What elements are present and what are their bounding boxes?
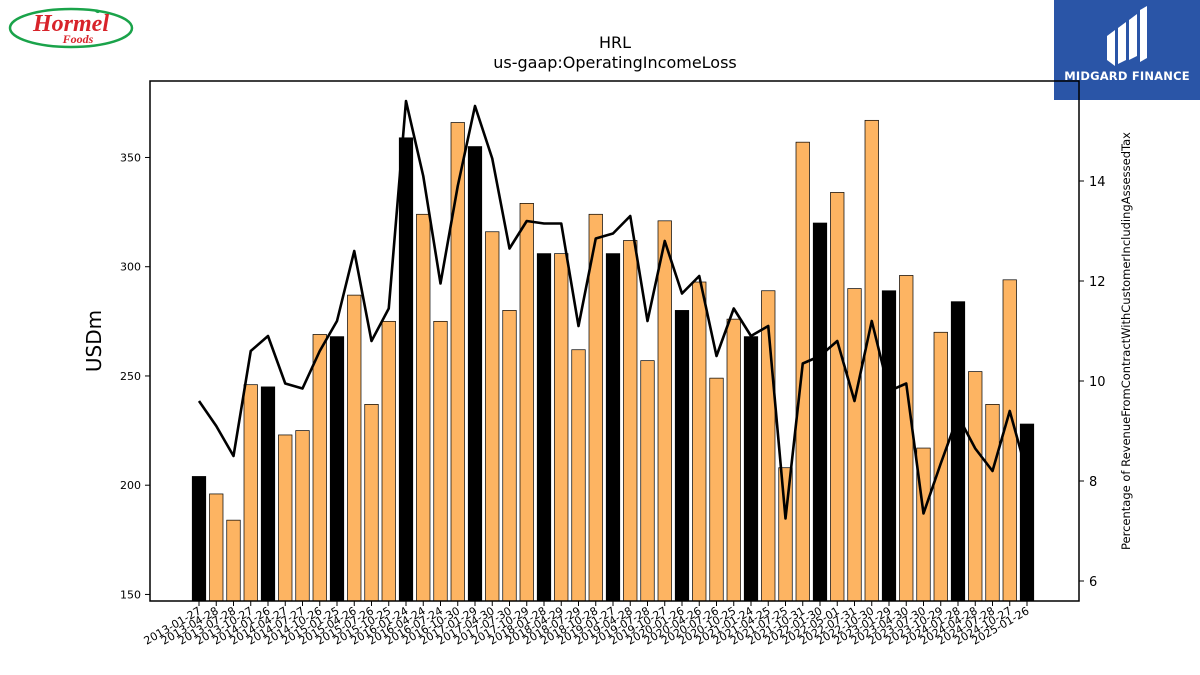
bar-2015-04-26: [347, 294, 362, 602]
hormel-logo-leaf: [94, 9, 100, 14]
bar-2013-04-28: [209, 493, 224, 602]
right-y-tick-label: 12: [1089, 275, 1106, 290]
left-y-tick-label: 300: [120, 261, 141, 274]
bar-2015-10-25: [381, 320, 396, 602]
bar-2021-01-24: [743, 336, 759, 602]
bar-2016-01-24: [398, 137, 414, 602]
hormel-logo-sub-text: Foods: [62, 32, 94, 46]
bar-2020-07-26: [709, 377, 724, 602]
bar-2018-10-28: [588, 213, 603, 602]
midgard-emblem-icon: [1107, 6, 1147, 66]
bar-2020-04-26: [692, 281, 707, 602]
bar-2014-10-26: [312, 334, 327, 602]
left-y-tick-label: 350: [120, 151, 141, 164]
right-y-axis-label: Percentage of RevenueFromContractWithCus…: [1119, 132, 1133, 550]
x-axis: 2013-01-272013-04-282013-07-282013-10-27…: [142, 601, 1032, 648]
right-y-axis: 6 8 10 12 14: [1079, 175, 1106, 590]
plot-frame: [149, 80, 1080, 602]
left-y-axis: 150 200 250 300 350: [120, 151, 150, 601]
bar-2016-04-24: [416, 213, 431, 602]
bar-2023-04-30: [899, 275, 914, 602]
bar-2017-07-30: [502, 310, 517, 602]
right-y-tick-label: 8: [1089, 475, 1097, 490]
bar-2013-10-27: [243, 384, 258, 602]
bar-2016-07-24: [433, 320, 448, 602]
bar-2015-07-26: [364, 404, 379, 602]
bar-2019-10-27: [657, 220, 672, 602]
bar-2024-10-27: [1002, 279, 1017, 602]
bar-2019-04-28: [623, 240, 638, 602]
bar-2020-01-26: [674, 310, 690, 602]
right-y-tick-label: 10: [1089, 375, 1106, 390]
bar-2019-07-28: [640, 360, 655, 602]
bar-2016-10-30: [450, 122, 465, 602]
bar-2025-01-26: [1019, 423, 1035, 602]
y-axis-label: USDm: [82, 310, 106, 372]
bar-2022-07-31: [847, 288, 862, 602]
bar-2014-07-27: [295, 430, 310, 602]
left-y-tick-label: 200: [120, 479, 141, 492]
bar-2022-01-30: [812, 222, 828, 602]
hormel-logo: Hormel Foods: [8, 6, 136, 50]
hormel-logo-ring: [8, 7, 134, 49]
right-y-tick-label: 14: [1089, 175, 1106, 190]
percentage-line: [197, 99, 1029, 520]
bar-2024-04-28: [968, 371, 983, 602]
right-y-tick-label: 6: [1089, 575, 1097, 590]
left-y-tick-label: 250: [120, 370, 141, 383]
bar-2024-01-28: [950, 301, 966, 602]
bar-2013-07-28: [226, 519, 241, 602]
bar-2018-01-28: [536, 253, 552, 602]
bar-2020-10-25: [726, 318, 741, 602]
bar-2023-01-29: [881, 290, 897, 602]
bar-2017-04-30: [485, 231, 500, 602]
bar-2015-01-25: [329, 336, 345, 602]
bar-2017-10-29: [519, 203, 534, 602]
bar-2017-01-29: [467, 146, 483, 602]
bar-2022-05-01: [830, 192, 845, 602]
bar-2014-04-27: [278, 434, 293, 602]
bar-2013-01-27: [191, 476, 207, 602]
bar-2018-04-29: [554, 253, 569, 602]
bar-2019-01-27: [605, 253, 621, 602]
hormel-logo-main-text: Hormel: [32, 11, 109, 37]
bar-2018-07-29: [571, 349, 586, 602]
left-y-tick-label: 150: [120, 588, 141, 601]
bar-series: [191, 119, 1035, 602]
bar-2022-10-30: [864, 119, 879, 602]
chart-subtitle: us-gaap:OperatingIncomeLoss: [493, 53, 737, 72]
chart-title: HRL: [598, 33, 632, 52]
midgard-brand-text: MIDGARD FINANCE: [1064, 69, 1190, 83]
percentage-line-series: [197, 99, 1029, 520]
bar-2014-01-26: [260, 386, 276, 602]
bar-2024-07-28: [985, 404, 1000, 602]
